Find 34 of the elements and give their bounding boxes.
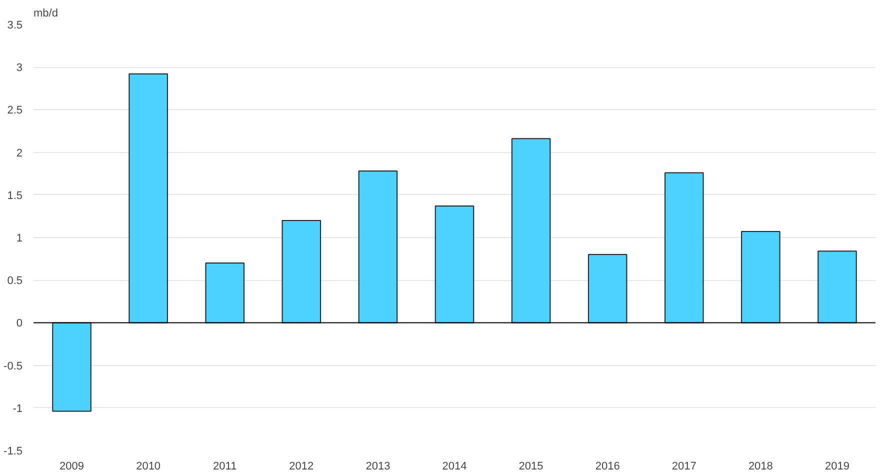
y-tick-label: -1	[12, 402, 22, 415]
x-tick-label: 2010	[136, 460, 161, 472]
bar	[205, 262, 244, 324]
bar	[282, 220, 322, 324]
y-tick-label: 1	[16, 232, 23, 244]
x-tick-label: 2016	[595, 460, 620, 472]
x-tick-label: 2017	[672, 460, 696, 472]
y-axis-title: mb/d	[34, 8, 58, 20]
bar	[434, 205, 474, 324]
x-tick-label: 2011	[213, 460, 237, 472]
bar	[52, 322, 92, 412]
y-tick-label: 1.5	[7, 190, 23, 202]
x-tick-label: 2009	[60, 460, 84, 472]
x-tick-label: 2015	[518, 460, 544, 472]
x-tick-label: 2018	[748, 460, 773, 472]
bar	[588, 254, 628, 324]
bar	[818, 250, 857, 324]
y-tick-label: 2.5	[7, 104, 23, 117]
bar	[358, 170, 398, 324]
y-tick-label: 0.5	[7, 275, 23, 288]
bar	[128, 73, 168, 324]
x-tick-label: 2014	[442, 460, 467, 472]
y-tick-label: 0	[16, 318, 23, 330]
bar	[664, 172, 704, 324]
y-tick-label: 2	[16, 147, 23, 160]
y-tick-label: 3.5	[7, 20, 23, 32]
y-tick-label: -1.5	[4, 446, 23, 458]
bar	[741, 231, 780, 324]
x-tick-label: 2013	[366, 460, 390, 472]
x-tick-label: 2019	[824, 460, 850, 472]
x-tick-label: 2012	[289, 460, 314, 472]
y-tick-label: -0.5	[4, 360, 23, 372]
y-tick-label: 3	[16, 62, 23, 74]
bar	[511, 138, 551, 324]
